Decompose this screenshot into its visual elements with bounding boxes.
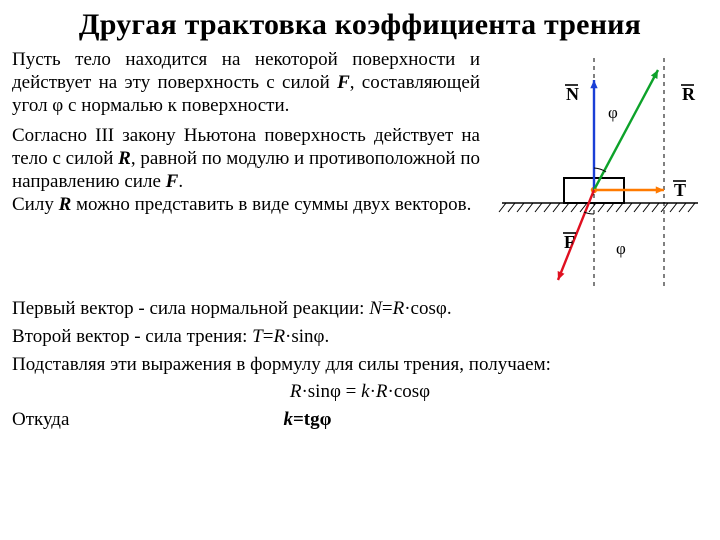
l2-R: R — [273, 326, 285, 347]
svg-text:T: T — [674, 180, 686, 200]
l2-a: Второй вектор - сила трения: — [12, 326, 252, 347]
l1-a: Первый вектор - сила нормальной реакции: — [12, 298, 369, 319]
p2-R: R — [118, 148, 131, 169]
svg-text:φ: φ — [608, 103, 618, 122]
eq-b: ·sinφ = — [301, 381, 361, 402]
svg-text:φ: φ — [616, 239, 626, 258]
p2-F: F — [166, 171, 179, 192]
page-title: Другая трактовка коэффициента трения — [12, 8, 708, 42]
l1-eq: = — [382, 298, 393, 319]
force-diagram: φ φ N R T F — [488, 48, 708, 293]
l2-eq: = — [263, 326, 274, 347]
line-result: Откуда k=tgφ — [12, 408, 708, 432]
l2-rest: ·sinφ. — [285, 326, 329, 347]
line-substitution: Подставляя эти выражения в формулу для с… — [12, 353, 708, 377]
l4-a: Откуда — [12, 408, 283, 432]
eq-R1: R — [290, 381, 302, 402]
l1-rest: ·cosφ. — [404, 298, 451, 319]
p2-R2: R — [59, 194, 72, 215]
eq-k: k — [361, 381, 369, 402]
text-column: Пусть тело находится на некоторой поверх… — [12, 48, 480, 293]
l4-eq: k=tgφ — [283, 408, 331, 432]
paragraph-1: Пусть тело находится на некоторой поверх… — [12, 48, 480, 118]
line-normal-reaction: Первый вектор - сила нормальной реакции:… — [12, 297, 708, 321]
paragraph-2: Согласно III закону Ньютона поверхность … — [12, 124, 480, 217]
p2-text-d: Силу — [12, 194, 59, 215]
l1-R: R — [393, 298, 405, 319]
l4-c: =tgφ — [293, 409, 332, 430]
eq-f: ·cosφ — [388, 381, 431, 402]
l4-k: k — [283, 409, 293, 430]
l2-T: T — [252, 326, 263, 347]
p1-F: F — [337, 72, 350, 93]
p2-text-c: . — [178, 171, 183, 192]
l1-N: N — [369, 298, 382, 319]
p2-text-e: можно представить в виде суммы двух вект… — [71, 194, 471, 215]
eq-R2: R — [376, 381, 388, 402]
svg-text:F: F — [564, 232, 575, 252]
svg-text:N: N — [566, 84, 579, 104]
content-row: Пусть тело находится на некоторой поверх… — [12, 48, 708, 293]
line-friction: Второй вектор - сила трения: T=R·sinφ. — [12, 325, 708, 349]
svg-text:R: R — [682, 84, 696, 104]
equation: R·sinφ = k·R·cosφ — [12, 380, 708, 404]
